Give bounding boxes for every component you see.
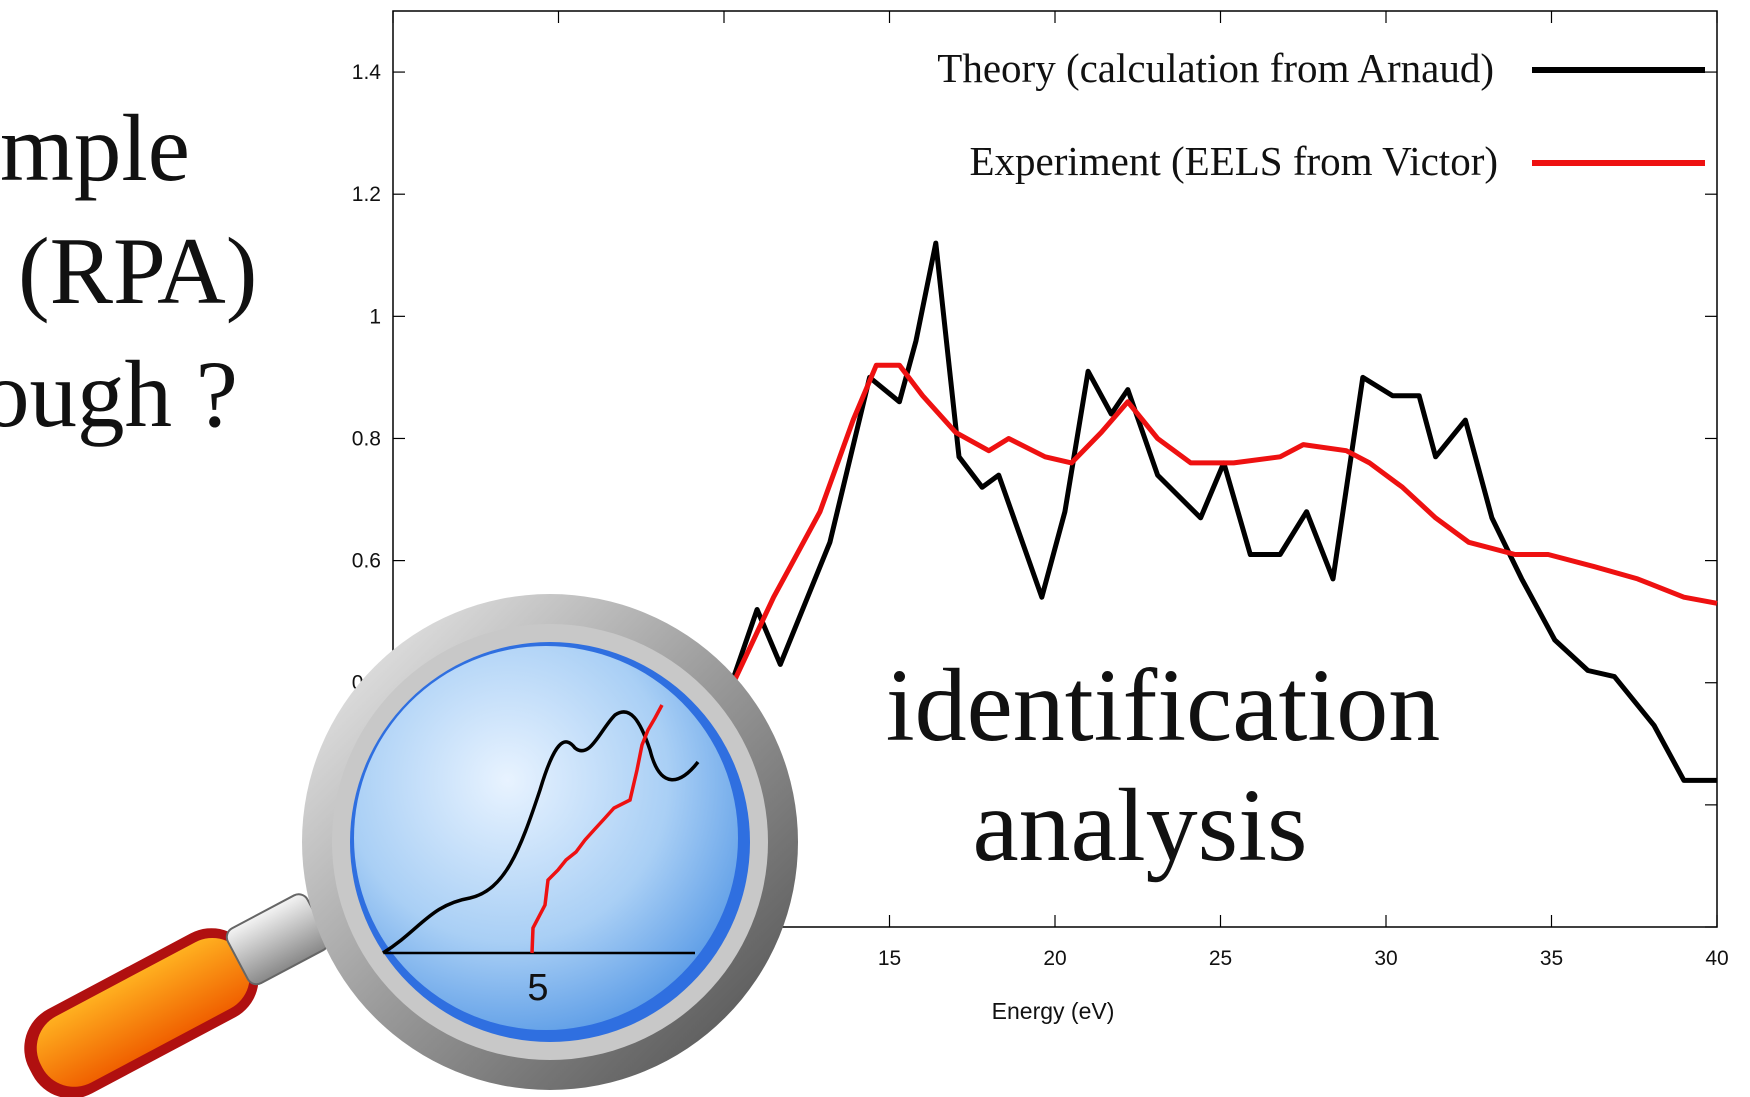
chart: 00.20.40.60.811.21.40510152025303540Ener…	[352, 10, 1729, 1024]
inset-theory	[382, 710, 700, 955]
y-tick-label: 1.2	[352, 183, 381, 206]
x-tick-label: 15	[878, 947, 901, 970]
slide-line: ough ?	[0, 341, 238, 447]
y-tick-label: 1.4	[352, 61, 382, 84]
x-axis-label: Energy (eV)	[992, 998, 1115, 1024]
x-tick-label: 25	[1209, 947, 1232, 970]
slide-line: mple	[0, 95, 190, 201]
slide-text: mple (RPA) ough ?	[0, 95, 257, 447]
series-line	[705, 240, 1717, 783]
y-tick-label: 1	[369, 305, 381, 328]
magnifier: 5	[24, 594, 798, 1097]
x-tick-label: 35	[1540, 947, 1563, 970]
slide-line: (RPA)	[18, 218, 257, 324]
series-line	[728, 362, 1718, 690]
x-tick-label: 20	[1043, 947, 1066, 970]
annotation: analysis	[972, 768, 1307, 883]
magnifier-handle	[24, 893, 330, 1097]
legend-label: Experiment (EELS from Victor)	[970, 138, 1499, 184]
inset-experiment	[530, 704, 664, 954]
annotation: identification	[886, 648, 1440, 763]
inset-tick-label: 5	[527, 967, 548, 1009]
x-tick-label: 30	[1374, 947, 1397, 970]
legend-label: Theory (calculation from Arnaud)	[937, 45, 1494, 91]
handle-body	[36, 937, 250, 1087]
y-tick-label: 0.6	[352, 550, 381, 573]
y-tick-label: 0.8	[352, 427, 381, 450]
x-tick-label: 40	[1705, 947, 1728, 970]
